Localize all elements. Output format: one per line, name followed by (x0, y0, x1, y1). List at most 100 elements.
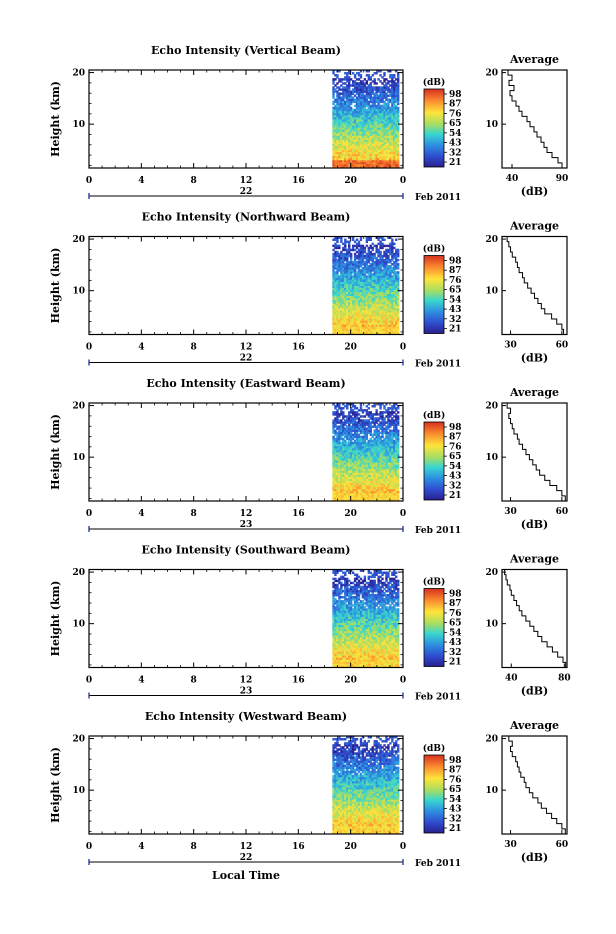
heatmap-cell (362, 245, 364, 247)
profile-x-label: (dB) (521, 518, 548, 531)
panel-title: Echo Intensity (Eastward Beam) (146, 377, 345, 390)
heatmap-cell (336, 74, 338, 76)
beam-panel-1: Echo Intensity (Northward Beam)Height (k… (49, 211, 568, 370)
x-tick-label: 4 (138, 343, 144, 353)
colorbar-tick-label: 76 (449, 109, 462, 119)
profile-line (508, 70, 562, 168)
profile-line (507, 403, 565, 501)
colorbar-tick-label: 21 (449, 491, 462, 501)
profile-x-tick-label: 60 (556, 341, 569, 351)
profile-title: Average (509, 386, 559, 399)
month-year-label: Feb 2011 (415, 193, 461, 203)
y-tick-label: 10 (72, 120, 85, 130)
x-tick-label: 4 (138, 509, 144, 519)
profile-x-tick-label: 40 (506, 174, 519, 184)
colorbar-tick-label: 54 (449, 129, 462, 139)
heatmap-cells (332, 403, 399, 501)
profile-title: Average (509, 220, 559, 233)
heatmap-cell (385, 78, 387, 80)
colorbar-tick-label: 98 (449, 423, 462, 433)
y-axis-label: Height (km) (49, 248, 62, 324)
y-tick-label: 20 (72, 402, 85, 412)
colorbar (424, 256, 444, 334)
day-label: 22 (240, 187, 253, 197)
x-tick-label: 0 (86, 509, 92, 519)
colorbar-tick-label: 76 (449, 442, 462, 452)
heatmap-cell (370, 411, 372, 413)
panel-title: Echo Intensity (Southward Beam) (142, 544, 351, 557)
heatmap-cell (383, 72, 385, 74)
heatmap-cell (352, 72, 354, 74)
heatmap-cell (336, 251, 338, 253)
x-tick-label: 20 (344, 176, 357, 186)
colorbar-tick-label: 43 (449, 139, 462, 149)
y-axis-label: Height (km) (49, 81, 62, 157)
colorbar-tick-label: 87 (449, 100, 462, 110)
y-axis-label: Height (km) (49, 581, 62, 657)
profile-y-tick-label: 10 (485, 120, 498, 130)
heatmap-cell (375, 409, 377, 411)
profile-frame (502, 403, 567, 501)
profile-x-tick-label: 60 (556, 507, 569, 517)
x-tick-label: 12 (240, 509, 253, 519)
colorbar-unit: (dB) (423, 410, 445, 421)
heatmap-cell (366, 245, 368, 247)
x-tick-label: 8 (191, 343, 197, 353)
colorbar-tick-label: 43 (449, 472, 462, 482)
colorbar-tick-label: 76 (449, 276, 462, 286)
x-tick-label: 12 (240, 343, 253, 353)
x-tick-label: 4 (138, 176, 144, 186)
heatmap-cell (364, 78, 366, 80)
heatmap-cell (344, 239, 346, 241)
colorbar-tick-label: 65 (449, 119, 462, 129)
colorbar-tick-label: 32 (449, 481, 462, 491)
profile-x-tick-label: 90 (556, 174, 569, 184)
profile-y-tick-label: 10 (485, 453, 498, 463)
heatmap-cells (332, 237, 399, 335)
x-tick-label: 0 (400, 176, 406, 186)
heatmap-cells (332, 70, 399, 168)
heatmap-cell (397, 271, 399, 273)
day-label: 22 (240, 354, 253, 364)
x-tick-label: 0 (400, 509, 406, 519)
colorbar (424, 422, 444, 500)
profile-x-tick-label: 30 (504, 507, 517, 517)
x-tick-label: 12 (240, 176, 253, 186)
panel-title: Echo Intensity (Vertical Beam) (151, 44, 341, 57)
x-tick-label: 16 (292, 509, 305, 519)
heatmap-cell (338, 245, 340, 247)
profile-y-tick-label: 20 (485, 69, 498, 79)
colorbar-tick-label: 54 (449, 295, 462, 305)
heatmap-cell (368, 74, 370, 76)
profile-y-tick-label: 20 (485, 235, 498, 245)
profile-x-label: (dB) (521, 352, 548, 365)
colorbar-tick-label: 32 (449, 315, 462, 325)
colorbar-tick-label: 87 (449, 266, 462, 276)
x-tick-label: 8 (191, 509, 197, 519)
colorbar-tick-label: 43 (449, 305, 462, 315)
colorbar-tick-label: 65 (449, 452, 462, 462)
colorbar-tick-label: 98 (449, 257, 462, 267)
x-tick-label: 16 (292, 343, 305, 353)
profile-y-tick-label: 20 (485, 402, 498, 412)
x-tick-label: 0 (86, 176, 92, 186)
x-tick-label: 16 (292, 176, 305, 186)
heatmap-cell (372, 243, 374, 245)
x-tick-label: 0 (86, 343, 92, 353)
x-tick-label: 20 (344, 509, 357, 519)
y-tick-label: 10 (72, 453, 85, 463)
day-label: 23 (240, 520, 253, 530)
month-year-label: Feb 2011 (415, 526, 461, 536)
colorbar (424, 89, 444, 167)
profile-line (507, 237, 563, 335)
colorbar-tick-label: 65 (449, 286, 462, 296)
beam-panel-0: Echo Intensity (Vertical Beam) Height (km… (49, 44, 568, 203)
profile-title: Average (509, 53, 559, 66)
y-tick-label: 10 (72, 287, 85, 297)
heatmap-cell (393, 74, 395, 76)
beam-panel-3: Echo Intensity (Southward Beam) Height (k… (49, 544, 571, 703)
heatmap-cell (377, 78, 379, 80)
heatmap-cells (332, 570, 399, 668)
heatmap-cell (356, 239, 358, 241)
